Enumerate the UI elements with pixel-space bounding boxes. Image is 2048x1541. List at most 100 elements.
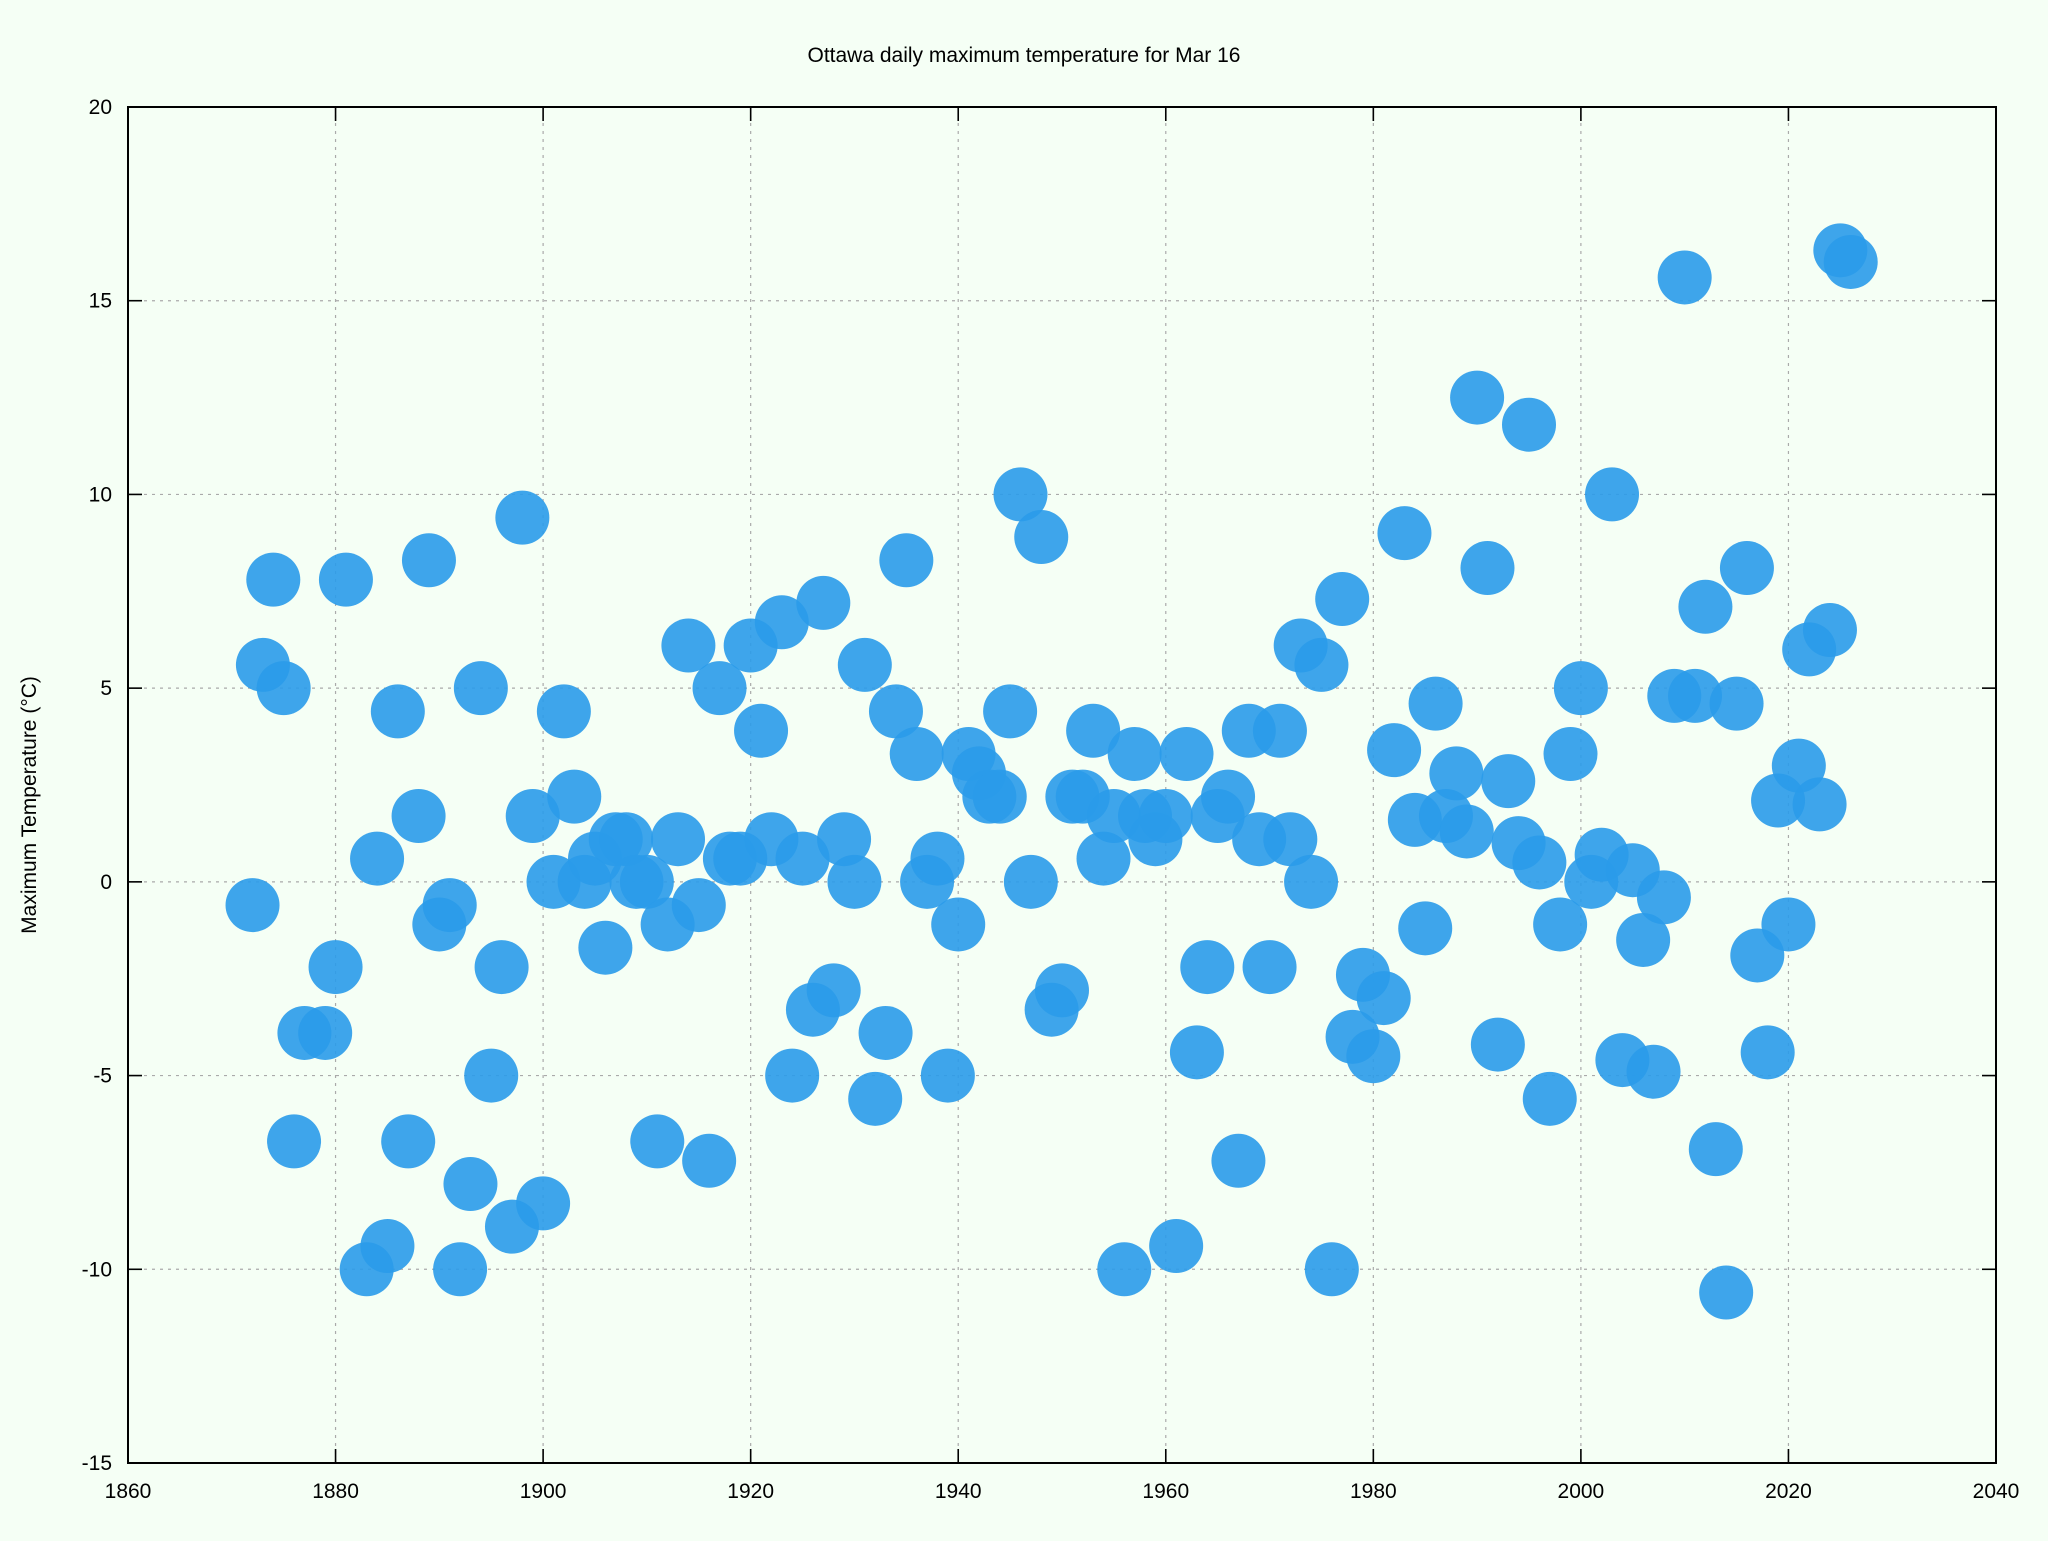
data-point [858,1005,913,1060]
data-point [806,963,861,1018]
data-point [1076,831,1131,886]
data-point [401,533,456,588]
data-point [619,854,674,909]
data-point [599,812,654,867]
data-point [1502,397,1556,452]
data-point [1014,510,1069,565]
data-point [630,1114,685,1169]
data-point [837,637,892,692]
data-point [671,878,726,933]
y-tick-label: 5 [100,677,112,700]
data-point [1180,940,1235,995]
data-point [1211,1133,1266,1188]
data-point [1585,467,1640,522]
axis-ticks: 1860 1880 1900 1920 1940 1960 1980 2000 2020 2040… [82,96,2020,1503]
x-tick-label: 2040 [1973,1480,2020,1503]
data-point [754,595,809,650]
data-point [661,618,716,673]
data-point [1740,1025,1795,1080]
data-point [225,878,280,933]
data-point [1097,1242,1152,1297]
x-tick-label: 1880 [312,1480,359,1503]
data-point [246,552,301,607]
data-point [920,1048,975,1103]
data-point [1398,901,1453,956]
data-point [360,1219,415,1274]
data-point [1699,1265,1754,1320]
data-point [972,769,1027,824]
data-point [1252,703,1307,758]
data-point [1719,541,1774,596]
data-point [464,1048,519,1103]
data-point [1543,727,1598,782]
data-point [1429,746,1484,801]
data-point [453,661,508,716]
data-point [1408,676,1463,731]
y-axis-label: Maximum Temperature (°C) [18,676,41,934]
data-point [734,703,789,758]
data-point [817,812,872,867]
x-tick-label: 1920 [727,1480,774,1503]
data-point [350,831,405,886]
data-point [1035,963,1089,1018]
data-point [1636,870,1691,925]
data-point [879,533,934,588]
data-point [547,769,602,824]
data-point [692,661,747,716]
data-point [1678,579,1733,634]
data-point [1159,727,1214,782]
plot-frame [127,106,1997,1464]
data-point [910,831,965,886]
data-point [1688,1122,1743,1177]
data-point [422,878,477,933]
data-point [1304,1242,1359,1297]
y-tick-label: 10 [89,483,112,506]
data-point [682,1133,737,1188]
data-point [536,684,591,739]
data-point [775,831,830,886]
data-point [1616,912,1671,967]
data-point [1657,250,1712,305]
data-point [370,684,425,739]
data-point [983,684,1038,739]
data-point [1481,754,1536,809]
data-point [391,788,446,843]
data-point [1315,572,1370,627]
data-point [1626,1044,1681,1099]
data-point [1522,1071,1577,1126]
data-point [1553,661,1608,716]
data-point [931,897,986,952]
data-point [1450,370,1505,425]
data-point [1823,234,1878,289]
data-point [1460,541,1515,596]
data-point [827,854,882,909]
x-tick-label: 1960 [1142,1480,1189,1503]
data-point [796,575,851,630]
data-point [1284,854,1339,909]
data-point [1149,1219,1204,1274]
data-point [267,1114,322,1169]
x-tick-label: 1900 [520,1480,567,1503]
data-point [256,661,311,716]
x-tick-label: 1940 [935,1480,982,1503]
y-tick-label: -10 [82,1258,112,1281]
data-point [1802,603,1857,658]
data-point [318,552,373,607]
y-tick-label: -15 [82,1452,112,1475]
data-point [1792,777,1847,832]
data-point [495,490,550,545]
data-point [1439,804,1494,859]
data-point [1377,506,1432,561]
data-point [1346,1029,1401,1084]
data-point [1512,835,1567,890]
data-point [1242,940,1297,995]
data-point [381,1114,436,1169]
x-tick-label: 2000 [1558,1480,1605,1503]
data-point [1263,812,1318,867]
data-point [474,940,529,995]
y-tick-label: 0 [100,871,112,894]
data-point [1107,727,1162,782]
data-point [1169,1025,1224,1080]
